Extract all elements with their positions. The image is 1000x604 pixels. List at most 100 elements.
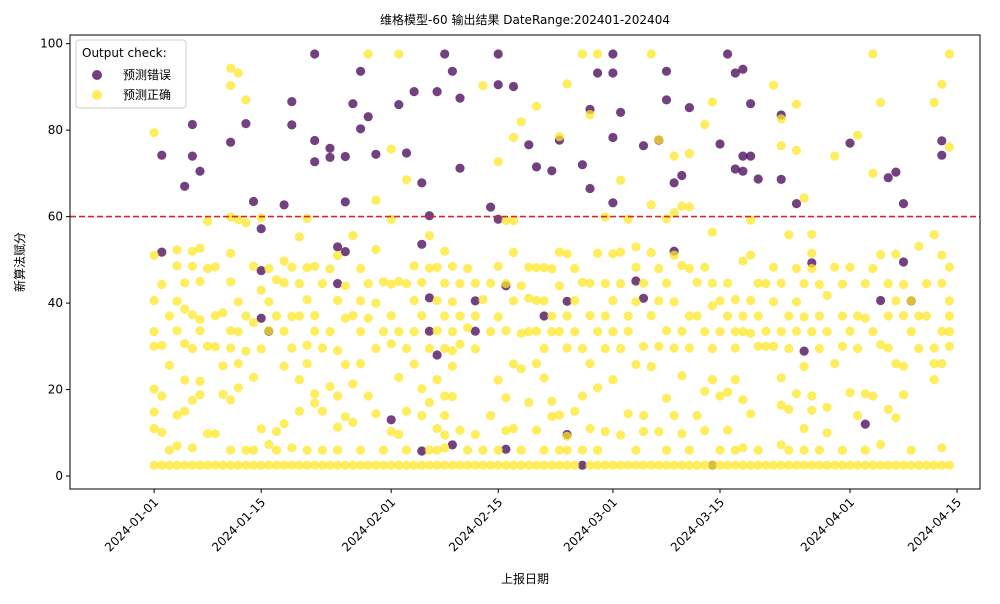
data-point-correct — [440, 410, 450, 421]
data-point-correct — [723, 425, 733, 435]
data-point-correct — [226, 445, 236, 455]
data-point-correct — [447, 361, 457, 371]
data-point-correct — [891, 413, 901, 423]
data-point-correct — [822, 460, 832, 470]
data-point-correct — [302, 359, 312, 369]
data-point-correct — [654, 426, 664, 437]
data-point-correct — [616, 343, 626, 354]
data-point-wrong — [470, 326, 480, 336]
data-point-correct — [348, 311, 358, 321]
data-point-correct — [340, 460, 350, 470]
data-point-correct — [654, 460, 664, 470]
data-point-correct — [577, 445, 588, 455]
data-point-correct — [707, 278, 718, 288]
data-point-correct — [310, 460, 320, 470]
data-point-correct — [226, 81, 236, 91]
data-point-correct — [776, 373, 786, 383]
data-point-correct — [440, 278, 450, 288]
data-point-wrong — [287, 120, 297, 130]
data-point-correct — [891, 296, 901, 306]
data-point-correct — [218, 460, 228, 470]
data-point-correct — [784, 343, 794, 354]
data-point-correct — [432, 326, 442, 336]
data-point-correct — [371, 298, 381, 308]
data-point-correct — [386, 426, 396, 437]
data-point-correct — [807, 391, 817, 401]
data-point-correct — [631, 262, 641, 272]
data-point-correct — [493, 157, 503, 167]
data-point-correct — [325, 264, 335, 274]
data-point-wrong — [730, 164, 740, 174]
data-point-correct — [791, 460, 802, 470]
data-point-wrong — [799, 346, 809, 356]
data-point-correct — [554, 281, 565, 291]
data-point-correct — [929, 460, 939, 470]
data-point-correct — [623, 409, 633, 419]
data-point-correct — [554, 410, 565, 420]
data-point-correct — [256, 344, 266, 354]
data-point-correct — [401, 175, 412, 185]
data-point-wrong — [669, 178, 679, 188]
data-point-correct — [791, 145, 802, 155]
data-point-wrong — [180, 181, 190, 191]
data-point-correct — [585, 359, 595, 369]
data-point-correct — [768, 297, 779, 307]
data-point-correct — [233, 68, 243, 78]
data-point-wrong — [356, 124, 366, 134]
data-point-correct — [333, 445, 343, 455]
data-point-correct — [577, 391, 588, 401]
data-point-correct — [746, 409, 756, 419]
data-point-wrong — [501, 444, 511, 454]
data-point-correct — [210, 429, 220, 439]
data-point-correct — [876, 460, 886, 470]
data-point-correct — [661, 460, 672, 470]
data-point-correct — [738, 311, 748, 321]
data-point-correct — [753, 341, 763, 351]
data-point-wrong — [937, 136, 947, 146]
data-point-correct — [547, 327, 557, 337]
data-point-correct — [463, 263, 473, 274]
data-point-correct — [210, 262, 220, 272]
data-point-correct — [616, 175, 626, 185]
data-point-correct — [210, 311, 220, 321]
data-point-wrong — [333, 242, 343, 252]
data-point-correct — [287, 443, 297, 453]
data-point-wrong — [524, 140, 534, 150]
data-point-correct — [310, 326, 320, 336]
data-point-correct — [585, 423, 595, 434]
data-point-correct — [164, 445, 174, 455]
data-point-correct — [837, 279, 848, 289]
data-point-correct — [692, 460, 702, 470]
data-point-correct — [424, 460, 434, 470]
data-point-correct — [677, 371, 687, 381]
data-point-correct — [516, 460, 526, 470]
data-point-correct — [554, 247, 565, 257]
data-point-correct — [333, 391, 343, 401]
x-tick-label: 2024-01-01 — [102, 495, 161, 554]
data-point-correct — [164, 360, 174, 370]
data-point-correct — [807, 263, 817, 274]
data-point-correct — [761, 341, 771, 351]
points-layer — [149, 49, 955, 470]
data-point-correct — [539, 445, 549, 455]
x-tick-label: 2024-04-15 — [905, 495, 964, 554]
data-point-correct — [631, 359, 641, 370]
data-point-correct — [187, 310, 197, 320]
data-point-correct — [409, 460, 419, 470]
data-point-correct — [516, 328, 526, 338]
legend: Output check: 预测错误 预测正确 — [75, 39, 187, 109]
data-point-correct — [524, 293, 534, 303]
data-point-correct — [264, 460, 274, 470]
data-point-correct — [195, 314, 205, 325]
data-point-correct — [455, 460, 465, 470]
data-point-correct — [386, 279, 396, 289]
data-point-wrong — [684, 103, 695, 113]
data-point-correct — [554, 132, 565, 142]
data-point-correct — [570, 295, 580, 306]
data-point-correct — [661, 278, 672, 288]
data-point-correct — [501, 215, 511, 226]
data-point-correct — [256, 460, 266, 470]
data-point-correct — [187, 443, 197, 453]
data-point-correct — [944, 341, 955, 351]
data-point-correct — [432, 375, 442, 385]
